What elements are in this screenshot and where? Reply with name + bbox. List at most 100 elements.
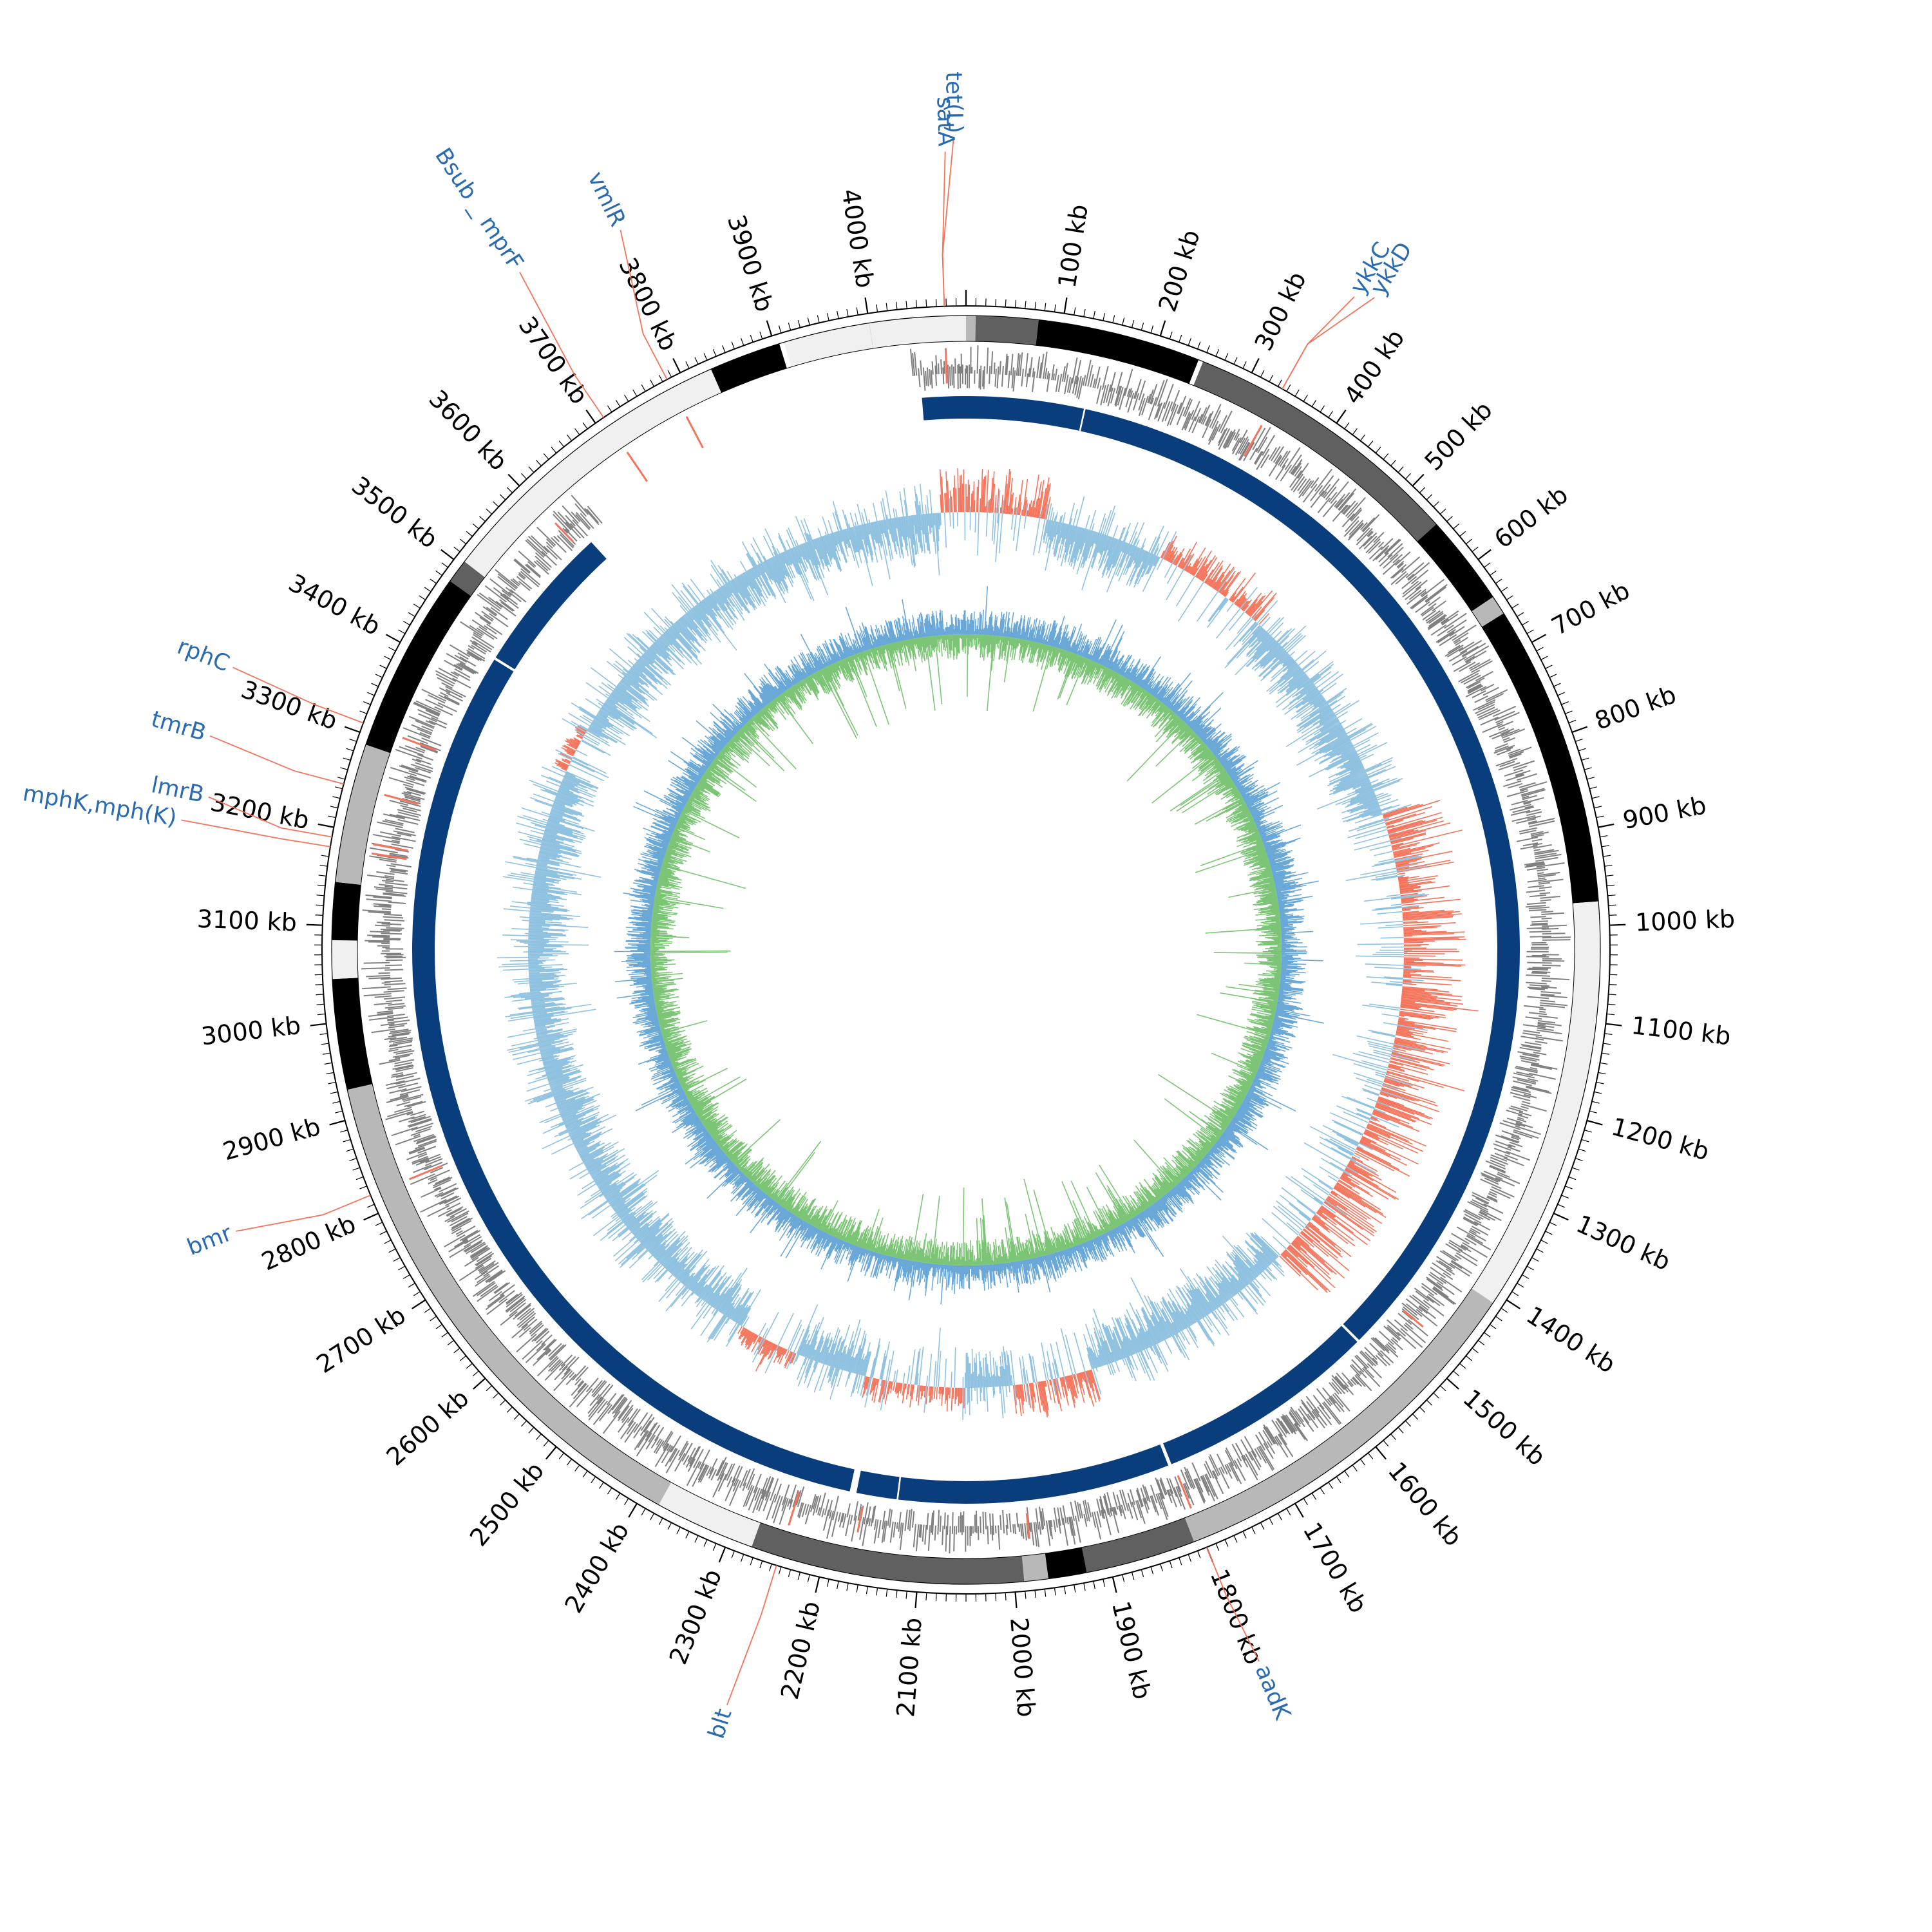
contig-segment [332, 940, 358, 980]
major-tick [864, 297, 869, 314]
minor-tick [1269, 374, 1274, 383]
tick-label: 4000 kb [836, 187, 879, 290]
contig-segment [1184, 1288, 1493, 1542]
gene-annotation-label: bmr [184, 1220, 236, 1261]
minor-tick [1578, 1148, 1586, 1152]
tick-label: 1100 kb [1630, 1011, 1732, 1050]
minor-tick [1557, 692, 1565, 696]
minor-tick [1132, 1572, 1135, 1580]
backbone-segment [898, 1444, 1169, 1504]
minor-tick [905, 1591, 907, 1599]
minor-tick [769, 1564, 772, 1572]
gene-annotation-label: vmlR [582, 168, 630, 231]
contig-segment [464, 369, 722, 578]
minor-tick [379, 1231, 387, 1235]
tick-label: 200 kb [1153, 226, 1205, 315]
tick-label: 300 kb [1249, 267, 1312, 355]
minor-tick [731, 341, 735, 350]
minor-tick [826, 313, 829, 321]
minor-tick [685, 1531, 690, 1539]
minor-tick [1472, 546, 1479, 553]
minor-tick [1224, 353, 1229, 361]
gc-skew-inner [650, 634, 1282, 1266]
minor-tick [1419, 1406, 1426, 1413]
minor-tick [413, 603, 421, 609]
contig-segment [1193, 361, 1437, 542]
minor-tick [1419, 487, 1426, 493]
tick-label: 1300 kb [1572, 1209, 1674, 1276]
minor-tick [1526, 629, 1534, 634]
minor-tick [1169, 1560, 1173, 1569]
minor-tick [1433, 501, 1439, 507]
minor-tick [1242, 361, 1247, 369]
minor-tick [430, 1316, 437, 1321]
minor-tick [1601, 845, 1610, 848]
minor-tick [408, 1283, 415, 1288]
contig-segment [1081, 1517, 1195, 1573]
minor-tick [1536, 1248, 1544, 1253]
minor-tick [335, 786, 343, 790]
minor-tick [582, 1470, 588, 1478]
tick-label: 3400 kb [284, 569, 385, 641]
minor-tick [788, 323, 791, 330]
minor-tick [759, 1560, 763, 1569]
minor-tick [375, 674, 383, 678]
minor-tick [1352, 1464, 1358, 1472]
minor-tick [1160, 1564, 1163, 1572]
minor-tick [558, 1452, 565, 1459]
major-tick [1294, 1503, 1304, 1518]
minor-tick [441, 562, 448, 568]
minor-tick [1598, 1072, 1606, 1075]
minor-tick [1549, 674, 1557, 678]
contig-segment [1036, 319, 1199, 384]
contig-segment [332, 978, 373, 1090]
tick-label: 3500 kb [346, 471, 443, 554]
tick-label: 3100 kb [196, 905, 297, 937]
contig-segment [450, 561, 485, 596]
minor-tick [1005, 1593, 1007, 1601]
minor-tick [1561, 1195, 1569, 1199]
major-tick [1571, 726, 1588, 734]
major-tick [914, 1591, 918, 1609]
minor-tick [543, 453, 549, 460]
contig-ring-inner-edge [357, 341, 1575, 1559]
minor-tick [1320, 1487, 1325, 1495]
minor-tick [1286, 1508, 1291, 1516]
minor-tick [472, 523, 479, 529]
minor-tick [694, 357, 699, 365]
minor-tick [493, 501, 499, 507]
minor-tick [328, 1081, 336, 1084]
minor-tick [1495, 578, 1502, 584]
minor-tick [1540, 1240, 1548, 1244]
contig-segment [752, 1522, 1025, 1584]
minor-tick [1607, 895, 1616, 896]
minor-tick [759, 331, 763, 339]
minor-tick [499, 494, 506, 500]
minor-tick [1320, 405, 1325, 413]
minor-tick [322, 1052, 331, 1055]
contig-segment [1472, 901, 1600, 1303]
minor-tick [607, 405, 612, 413]
minor-tick [1596, 1081, 1604, 1084]
minor-tick [1594, 1091, 1602, 1094]
minor-tick [750, 1557, 753, 1566]
gc-content-track [497, 468, 1479, 1421]
minor-tick [1607, 1003, 1616, 1005]
minor-tick [359, 710, 367, 714]
minor-tick [591, 1476, 596, 1484]
minor-tick [1412, 1414, 1419, 1420]
minor-tick [1433, 1392, 1439, 1399]
tick-label: 3900 kb [722, 211, 779, 315]
minor-tick [486, 1385, 493, 1392]
minor-tick [317, 884, 326, 887]
minor-tick [1557, 1204, 1565, 1208]
minor-tick [1446, 516, 1453, 522]
annotation-leader-line [519, 272, 605, 418]
minor-tick [1495, 1316, 1502, 1321]
minor-tick [817, 315, 820, 323]
minor-tick [1603, 855, 1611, 857]
annotation-leader-line [726, 1565, 777, 1705]
minor-tick [641, 1508, 646, 1516]
minor-tick [441, 1332, 448, 1338]
